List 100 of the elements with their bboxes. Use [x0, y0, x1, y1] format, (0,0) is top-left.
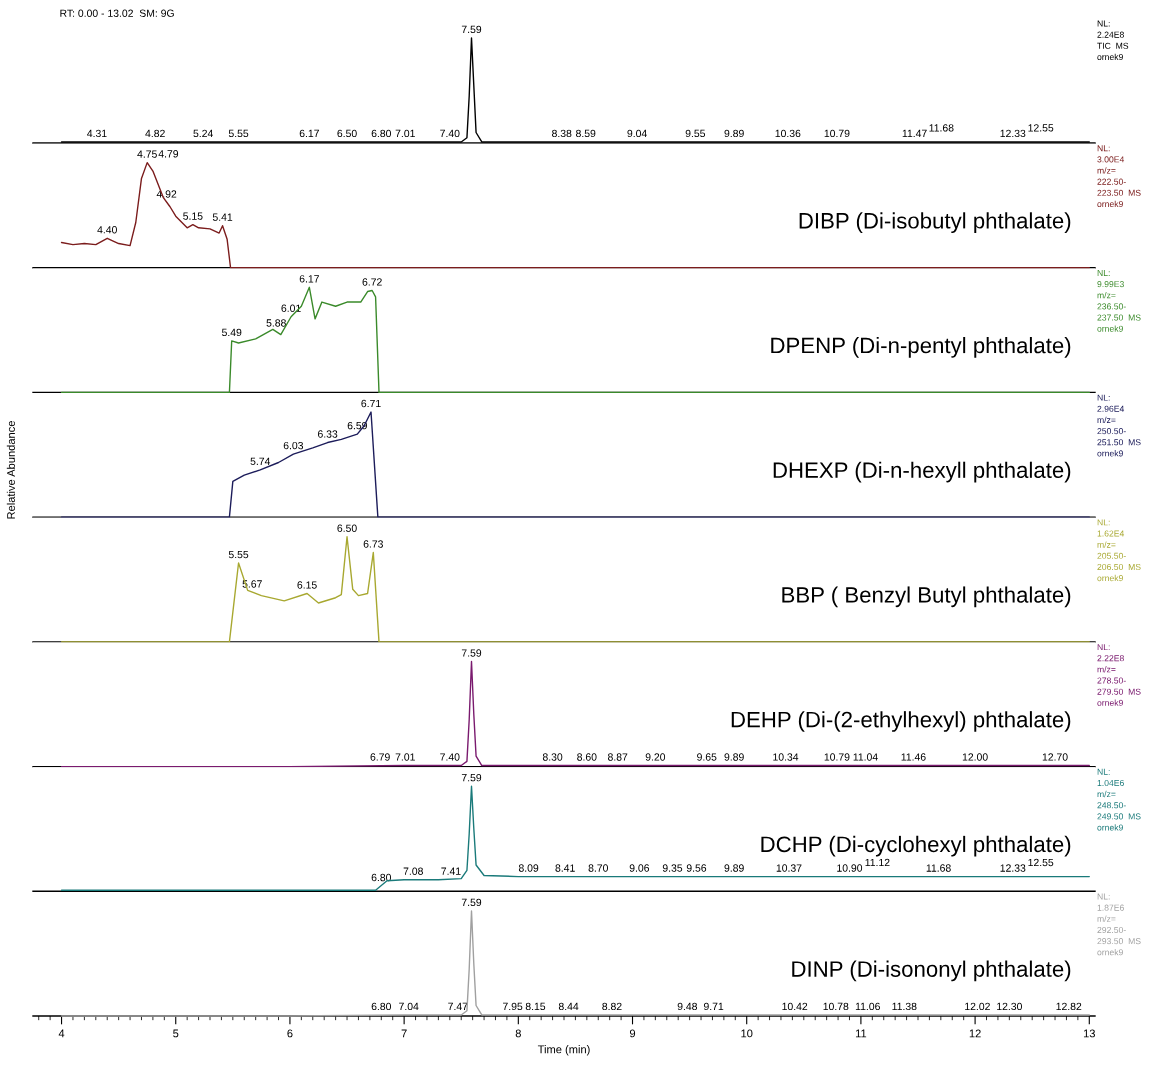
annotation: 6.17 — [299, 129, 319, 138]
annotation: 8.59 — [576, 129, 596, 138]
annotation: 7.59 — [461, 649, 482, 657]
annotation: 4.82 — [145, 129, 165, 138]
text: NL: 3.00E4 m/z= 222.50- 223.50 MS ornek9 — [1097, 145, 1141, 208]
annotation: 7.59 — [461, 25, 482, 34]
x-tick-label: 8 — [515, 1029, 521, 1038]
annotation: 5.55 — [228, 129, 249, 138]
annotation: 8.41 — [555, 864, 575, 872]
annotation: 10.79 — [824, 129, 850, 138]
annotation: 10.37 — [776, 864, 802, 872]
x-tick-label: 9 — [629, 1029, 636, 1038]
annotation: 6.79 — [370, 753, 390, 761]
annotation: 9.65 — [697, 753, 717, 761]
annotation: 9.89 — [724, 753, 744, 761]
annotation: 11.68 — [926, 864, 951, 872]
annotation: 7.47 — [448, 1002, 468, 1011]
annotation: 10.36 — [775, 129, 801, 138]
annotation: 12.33 — [1000, 864, 1026, 872]
annotation: 11.12 — [865, 858, 890, 867]
annotation: 8.38 — [552, 129, 572, 138]
annotation: 8.30 — [542, 753, 563, 761]
annotation: 7.59 — [461, 773, 482, 782]
chart-title: RT: 0.00 - 13.02 SM: 9G — [60, 9, 174, 17]
annotation: 6.17 — [299, 275, 319, 283]
annotation: 7.59 — [461, 898, 482, 907]
annotation: 12.70 — [1042, 753, 1068, 761]
annotation: 12.55 — [1028, 124, 1054, 132]
text: NL: 1.62E4 m/z= 205.50- 206.50 MS ornek9 — [1097, 519, 1141, 582]
annotation: 9.89 — [724, 864, 744, 872]
annotation: 5.74 — [250, 457, 271, 466]
annotation: 6.72 — [362, 278, 382, 286]
annotation: 5.49 — [221, 328, 242, 337]
annotation: 10.90 — [837, 864, 863, 872]
annotation: 4.79 — [158, 150, 179, 158]
annotation: 7.41 — [441, 867, 461, 875]
annotation: 4.31 — [87, 129, 107, 138]
annotation: 7.40 — [440, 129, 460, 138]
annotation: 11.38 — [892, 1002, 917, 1011]
annotation: 6.80 — [371, 1002, 392, 1011]
x-axis-title: Time (min) — [537, 1045, 590, 1056]
annotation: 6.73 — [363, 540, 383, 548]
text: NL: 2.24E8 TIC MS ornek9 — [1097, 20, 1129, 61]
annotation: 7.01 — [395, 753, 415, 761]
annotation: 10.34 — [773, 753, 799, 761]
annotation: DINP (Di-isononyl phthalate) — [792, 960, 1071, 982]
y-axis-title: Relative Abundance — [6, 421, 15, 519]
annotation: 6.80 — [371, 129, 392, 138]
annotation: 8.82 — [602, 1002, 622, 1011]
annotation: 8.87 — [607, 753, 628, 761]
annotation: 9.55 — [685, 129, 706, 138]
text: NL: 2.22E8 m/z= 278.50- 279.50 MS ornek9 — [1097, 644, 1141, 706]
annotation: 11.47 — [902, 129, 927, 138]
annotation: DHEXP (Di-n-hexyll phthalate) — [773, 461, 1071, 483]
annotation: 12.30 — [997, 1002, 1022, 1011]
annotation: 10.42 — [782, 1002, 808, 1011]
annotation: 9.20 — [645, 753, 666, 761]
annotation: 5.15 — [183, 212, 203, 220]
annotation: 5.55 — [228, 550, 249, 559]
annotation: 12.00 — [962, 753, 988, 761]
annotation: 9.35 — [662, 864, 683, 872]
annotation: 9.06 — [629, 864, 650, 872]
annotation: 6.50 — [337, 129, 357, 138]
annotation: DIBP (Di-isobutyl phthalate) — [799, 212, 1071, 233]
annotation: 9.48 — [677, 1002, 698, 1011]
annotation: 11.06 — [855, 1002, 880, 1011]
annotation: 10.79 — [824, 753, 850, 761]
annotation: BBP ( Benzyl Butyl phthalate) — [782, 586, 1071, 608]
annotation: 11.68 — [929, 124, 954, 132]
annotation: DPENP (Di-n-pentyl phthalate) — [771, 336, 1071, 358]
annotation: 5.41 — [212, 213, 233, 221]
annotation: 12.82 — [1056, 1002, 1082, 1011]
annotation: 7.40 — [440, 753, 460, 761]
annotation: 7.95 — [503, 1002, 523, 1011]
annotation: 5.24 — [193, 129, 213, 138]
annotation: 11.46 — [901, 753, 926, 761]
annotation: 6.33 — [318, 430, 338, 438]
text: NL: 9.99E3 m/z= 236.50- 237.50 MS ornek9 — [1097, 269, 1141, 332]
annotation: 7.08 — [403, 867, 423, 875]
x-tick-label: 12 — [969, 1029, 981, 1038]
annotation: 7.01 — [395, 129, 415, 138]
annotation: 6.71 — [361, 399, 381, 408]
annotation: 9.89 — [724, 129, 744, 138]
annotation: 12.02 — [965, 1002, 990, 1011]
x-tick-label: 10 — [741, 1029, 753, 1038]
x-tick-label: 4 — [58, 1029, 65, 1038]
annotation: 12.55 — [1028, 858, 1054, 867]
annotation: 6.15 — [297, 581, 317, 589]
x-tick-label: 6 — [287, 1029, 293, 1038]
annotation: 4.75 — [137, 150, 157, 158]
annotation: 5.88 — [266, 319, 286, 327]
annotation: 8.15 — [525, 1002, 546, 1011]
annotation: DEHP (Di-(2-ethylhexyl) phthalate) — [731, 711, 1071, 732]
x-tick-label: 11 — [855, 1029, 867, 1038]
annotation: 7.04 — [399, 1002, 419, 1011]
annotation: 12.33 — [1000, 129, 1026, 138]
annotation: 6.03 — [283, 441, 304, 450]
annotation: 6.50 — [337, 524, 357, 532]
text: NL: 1.87E6 m/z= 292.50- 293.50 MS ornek9 — [1097, 893, 1141, 956]
annotation: 8.70 — [588, 864, 608, 872]
